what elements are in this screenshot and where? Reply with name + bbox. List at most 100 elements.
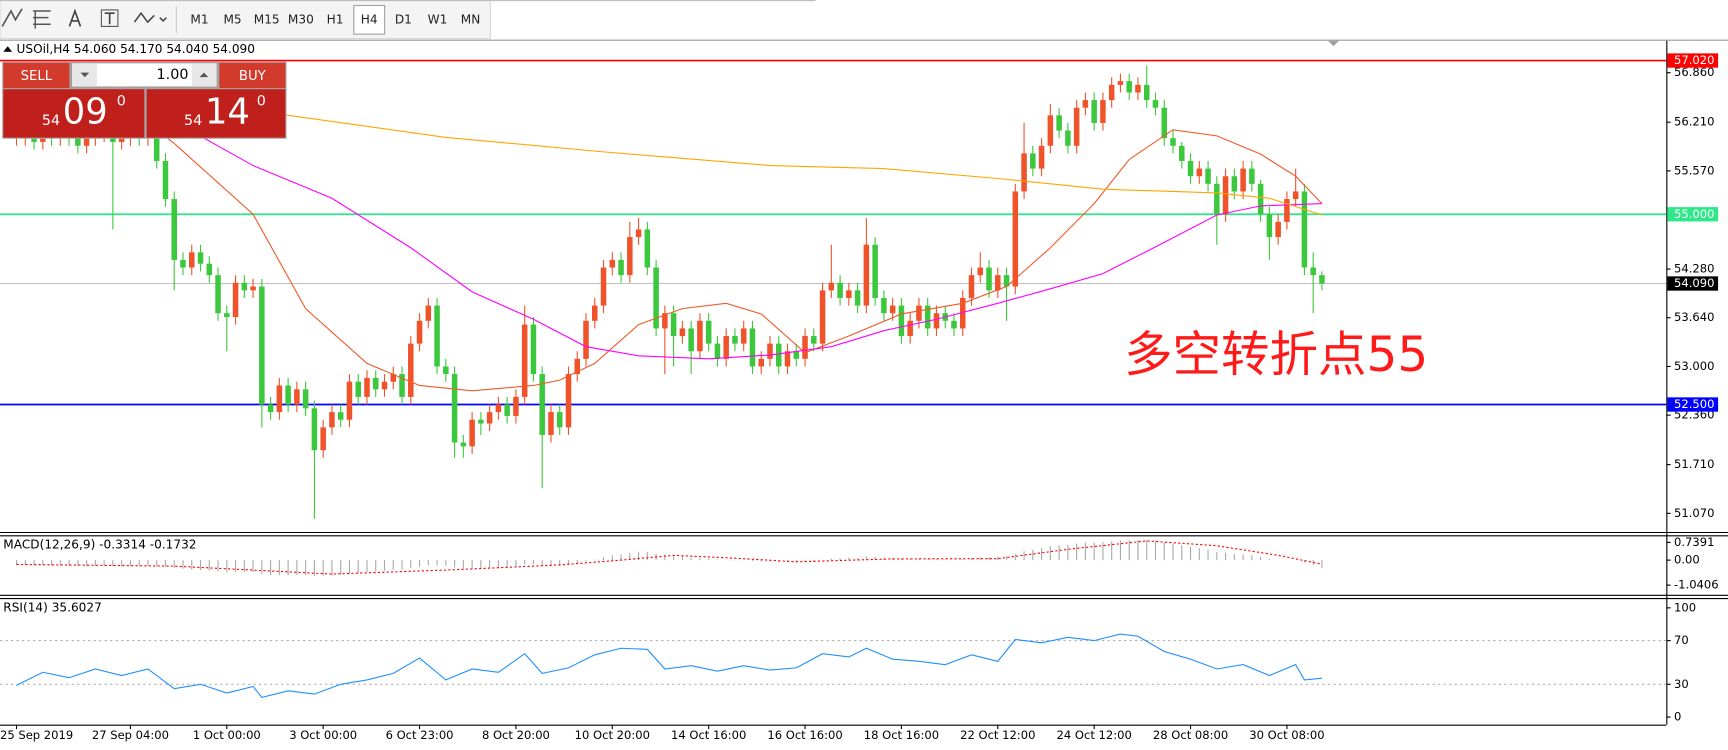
sell-price-suffix: 0 <box>117 93 126 109</box>
candle-body <box>995 275 1001 291</box>
sell-button[interactable]: SELL <box>3 62 70 89</box>
x-tick-label: 14 Oct 16:00 <box>671 728 746 742</box>
y-tick-label: 56.860 <box>1674 65 1714 79</box>
timeframe-label[interactable]: H4 <box>361 12 378 26</box>
buy-price-bg[interactable] <box>146 89 286 138</box>
moving-average <box>217 109 1323 216</box>
candle-body <box>767 343 773 359</box>
candle-body <box>933 313 940 329</box>
tool-icon[interactable] <box>133 11 167 24</box>
tool-icon[interactable] <box>68 8 82 27</box>
sell-price[interactable]: 54 09 0 <box>3 89 145 138</box>
tool-icon[interactable] <box>100 9 119 27</box>
candle-body <box>276 385 283 413</box>
candle-body <box>1240 168 1246 192</box>
timeframe-button[interactable]: M5 <box>217 7 248 33</box>
header-icon <box>3 46 13 52</box>
candle-body <box>924 305 931 329</box>
candle-body <box>959 297 966 329</box>
timeframe-label[interactable]: M1 <box>190 12 208 26</box>
candle-body <box>968 275 975 298</box>
candle-body <box>732 336 738 344</box>
y-tick-label: 53.000 <box>1674 359 1714 373</box>
level-label: 52.500 <box>1674 397 1714 411</box>
rsi-line <box>16 633 1323 698</box>
candle-body <box>609 259 616 268</box>
y-tick-label: 53.640 <box>1674 310 1714 324</box>
candle-body <box>548 412 554 435</box>
volume-down-arrow <box>80 72 90 78</box>
candle-body <box>1100 100 1106 123</box>
timeframe-buttons: M1 M5 M15 M30 H1 H4 D1 W1 MN <box>184 4 486 35</box>
candle-body <box>662 313 668 329</box>
timeframe-label[interactable]: D1 <box>395 12 412 26</box>
timeframe-button[interactable]: MN <box>455 7 486 33</box>
candle-body <box>863 244 870 306</box>
x-tick-label: 16 Oct 16:00 <box>767 728 842 742</box>
y-tick-label: 30 <box>1674 677 1689 691</box>
buy-label[interactable]: BUY <box>239 69 267 84</box>
candle-body <box>749 328 756 367</box>
candle-body <box>1257 183 1264 215</box>
x-tick-label: 18 Oct 16:00 <box>864 728 939 742</box>
moving-average <box>103 87 1323 392</box>
toolbar: M1 M5 M15 M30 H1 H4 D1 W1 MN <box>0 0 816 40</box>
plot-layer: 56.86056.21055.57054.28053.64053.00052.3… <box>0 53 1719 742</box>
timeframe-button[interactable]: D1 <box>388 7 419 33</box>
timeframe-button[interactable]: H1 <box>320 7 351 33</box>
candle-body <box>1091 100 1097 123</box>
candle-body <box>75 138 81 146</box>
buy-button-bg[interactable] <box>219 62 286 89</box>
y-tick-label: 0 <box>1674 710 1681 724</box>
buy-button[interactable]: BUY <box>219 62 286 89</box>
tool-icon[interactable] <box>33 10 51 29</box>
sell-price-prefix: 54 <box>42 113 60 129</box>
moving-average <box>86 65 1322 360</box>
timeframe-button[interactable]: W1 <box>422 7 453 33</box>
buy-price-main: 14 <box>205 91 250 132</box>
candle-body <box>854 290 861 306</box>
candle-body <box>1292 191 1299 200</box>
candle-body <box>180 259 186 268</box>
candle-body <box>1266 214 1273 238</box>
candle-body <box>916 305 922 321</box>
sell-price-main: 09 <box>63 91 108 132</box>
timeframe-button[interactable]: M30 <box>285 7 317 33</box>
toolbar-bg <box>0 0 491 40</box>
timeframe-label[interactable]: MN <box>461 12 481 26</box>
candle-body <box>250 286 256 291</box>
sell-price-bg[interactable] <box>3 89 145 138</box>
candle-body <box>224 313 230 317</box>
tool-icon[interactable] <box>1 8 23 27</box>
candle-body <box>583 320 589 359</box>
timeframe-label[interactable]: M30 <box>288 12 314 26</box>
candle-body <box>443 366 449 375</box>
timeframe-label[interactable]: H1 <box>327 12 344 26</box>
candle-body <box>1284 199 1290 222</box>
candle-body <box>1082 100 1089 108</box>
buy-price[interactable]: 54 14 0 <box>146 89 286 138</box>
chart-title: USOil,H4 54.060 54.170 54.040 54.090 <box>17 42 255 56</box>
volume-value[interactable]: 1.00 <box>157 67 189 83</box>
candle-body <box>162 160 169 200</box>
timeframe-button[interactable]: H4 <box>353 4 386 35</box>
candle-body <box>171 199 177 260</box>
candle-body <box>723 336 729 359</box>
x-tick-label: 6 Oct 23:00 <box>386 728 454 742</box>
candle-body <box>311 408 318 451</box>
candle-body <box>1179 145 1185 161</box>
timeframe-label[interactable]: M5 <box>223 12 241 26</box>
timeframe-label[interactable]: W1 <box>428 12 448 26</box>
candle-body <box>951 320 957 329</box>
candle-body <box>1196 168 1203 177</box>
timeframe-label[interactable]: M15 <box>254 12 280 26</box>
candle-body <box>451 374 458 443</box>
timeframe-button[interactable]: M15 <box>251 7 283 33</box>
candle-body <box>802 336 808 359</box>
timeframe-button[interactable]: M1 <box>184 7 215 33</box>
candle-body <box>1222 176 1229 215</box>
sell-button-bg[interactable] <box>3 62 70 89</box>
sell-label[interactable]: SELL <box>21 69 53 84</box>
candle-body <box>118 138 125 142</box>
